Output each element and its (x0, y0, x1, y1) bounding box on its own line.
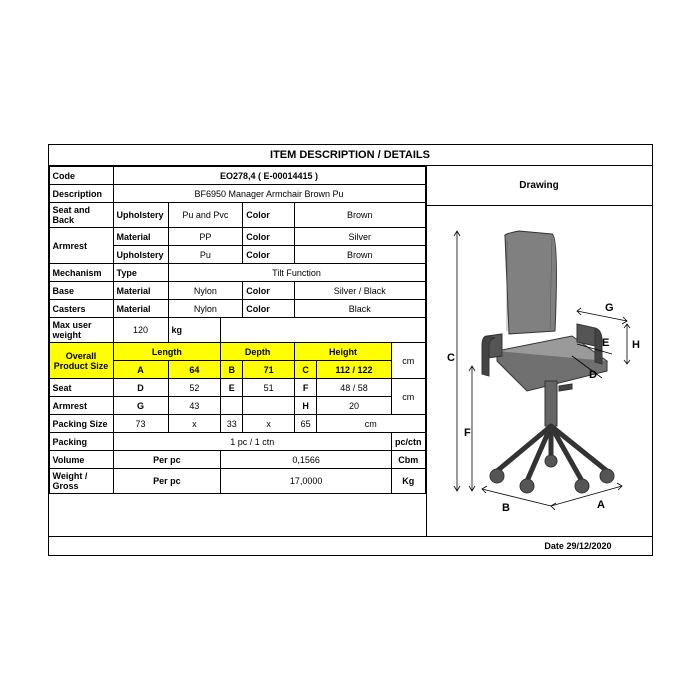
dim-letter-E: E (602, 337, 609, 349)
hdr-length: Length (113, 343, 221, 361)
ps-d: 65 (295, 415, 317, 433)
dim-A: 64 (168, 361, 221, 379)
val-cast-mat: Nylon (168, 300, 243, 318)
val-packing: 1 pc / 1 ctn (113, 433, 391, 451)
unit-cbm: Cbm (391, 451, 425, 469)
lbl-mat1: Material (113, 228, 168, 246)
lbl-armrest2: Armrest (49, 397, 113, 415)
lbl-color1: Color (243, 203, 295, 228)
lbl-perpc2: Per pc (113, 469, 221, 494)
val-arm-matcolor: Silver (295, 228, 425, 246)
lbl-uph2: Upholstery (113, 246, 168, 264)
val-base-mat: Nylon (168, 282, 243, 300)
lbl-mat3: Material (113, 300, 168, 318)
lbl-desc: Description (49, 185, 113, 203)
val-cast-color: Black (295, 300, 425, 318)
lbl-color2: Color (243, 228, 295, 246)
dim-letter-C: C (447, 352, 455, 364)
val-mech: Tilt Function (168, 264, 425, 282)
lbl-perpc1: Per pc (113, 451, 221, 469)
lbl-mech: Mechanism (49, 264, 113, 282)
dim-letter-H: H (632, 339, 640, 351)
ps-x1: x (168, 415, 221, 433)
chair-svg: C F G H E D A B (427, 206, 652, 536)
dim-B-l: B (221, 361, 243, 379)
val-volume: 0,1566 (221, 451, 392, 469)
ps-unit: cm (317, 415, 425, 433)
dim-C-l: C (295, 361, 317, 379)
dim-G-l: G (113, 397, 168, 415)
dim-D: 52 (168, 379, 221, 397)
ps-l: 73 (113, 415, 168, 433)
lbl-uph: Upholstery (113, 203, 168, 228)
lbl-color5: Color (243, 300, 295, 318)
val-weight: 17,0000 (221, 469, 392, 494)
lbl-psize: Packing Size (49, 415, 113, 433)
date-row: Date 29/12/2020 (49, 536, 652, 555)
dim-B: 71 (243, 361, 295, 379)
dim-letter-F: F (464, 427, 471, 439)
val-maxw: 120 (113, 318, 168, 343)
dim-E: 51 (243, 379, 295, 397)
dim-D-l: D (113, 379, 168, 397)
spec-table: Code EO278,4 ( E-00014415 ) Description … (49, 166, 426, 494)
dim-letter-B: B (502, 502, 510, 514)
hdr-depth: Depth (221, 343, 295, 361)
lbl-seatback: Seat and Back (49, 203, 113, 228)
blank-e (221, 397, 243, 415)
val-sb-uph: Pu and Pvc (168, 203, 243, 228)
val-code: EO278,4 ( E-00014415 ) (113, 167, 425, 185)
blank1 (221, 318, 425, 343)
sheet-title: ITEM DESCRIPTION / DETAILS (49, 145, 652, 166)
hdr-height: Height (295, 343, 392, 361)
val-sb-color: Brown (295, 203, 425, 228)
val-base-color: Silver / Black (295, 282, 425, 300)
date-value: 29/12/2020 (566, 541, 611, 551)
spec-sheet: ITEM DESCRIPTION / DETAILS Code EO278,4 … (48, 144, 653, 556)
lbl-casters: Casters (49, 300, 113, 318)
dim-A-l: A (113, 361, 168, 379)
lbl-code: Code (49, 167, 113, 185)
dim-G: 43 (168, 397, 221, 415)
drawing-header: Drawing (427, 166, 652, 206)
lbl-type: Type (113, 264, 168, 282)
dim-letter-D: D (589, 369, 597, 381)
drawing-panel: Drawing (427, 166, 652, 536)
lbl-overall: Overall Product Size (49, 343, 113, 379)
lbl-armrest: Armrest (49, 228, 113, 264)
val-arm-uphcolor: Brown (295, 246, 425, 264)
unit-cm2: cm (391, 379, 425, 415)
dim-E-l: E (221, 379, 243, 397)
chair-drawing: C F G H E D A B (427, 206, 652, 536)
val-desc: BF6950 Manager Armchair Brown Pu (113, 185, 425, 203)
spec-table-area: Code EO278,4 ( E-00014415 ) Description … (49, 166, 427, 536)
dim-H: 20 (317, 397, 392, 415)
lbl-base: Base (49, 282, 113, 300)
lbl-color4: Color (243, 282, 295, 300)
dim-letter-A: A (597, 499, 605, 511)
unit-cm1: cm (391, 343, 425, 379)
main-area: Code EO278,4 ( E-00014415 ) Description … (49, 166, 652, 536)
date-label: Date (544, 541, 564, 551)
dim-letter-G: G (605, 302, 614, 314)
lbl-color3: Color (243, 246, 295, 264)
blank-e2 (243, 397, 295, 415)
unit-kg2: Kg (391, 469, 425, 494)
lbl-volume: Volume (49, 451, 113, 469)
unit-pcctn: pc/ctn (391, 433, 425, 451)
val-arm-mat: PP (168, 228, 243, 246)
lbl-seat: Seat (49, 379, 113, 397)
unit-kg: kg (168, 318, 221, 343)
ps-x2: x (243, 415, 295, 433)
ps-w: 33 (221, 415, 243, 433)
dim-C: 112 / 122 (317, 361, 392, 379)
val-arm-uph: Pu (168, 246, 243, 264)
dim-F-l: F (295, 379, 317, 397)
lbl-mat2: Material (113, 282, 168, 300)
dim-H-l: H (295, 397, 317, 415)
dim-F: 48 / 58 (317, 379, 392, 397)
lbl-maxw: Max user weight (49, 318, 113, 343)
lbl-packing: Packing (49, 433, 113, 451)
lbl-weight: Weight / Gross (49, 469, 113, 494)
